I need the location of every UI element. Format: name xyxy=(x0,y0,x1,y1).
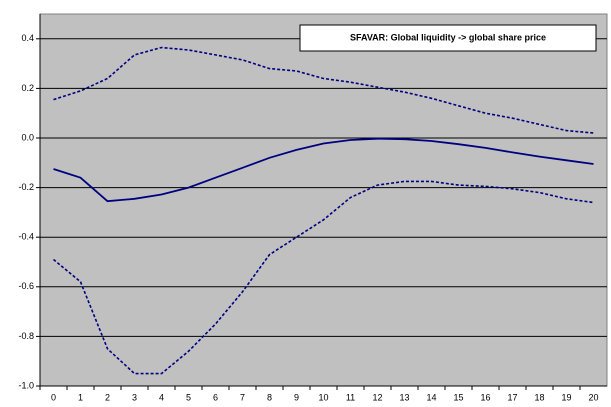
y-tick-label: 0.0 xyxy=(21,132,34,142)
x-tick-label: 15 xyxy=(453,392,463,402)
x-tick-label: 17 xyxy=(507,392,517,402)
y-tick-label: -0.4 xyxy=(18,232,34,242)
x-tick-label: 8 xyxy=(267,392,272,402)
y-tick-label: -0.6 xyxy=(18,281,34,291)
chart-title: SFAVAR: Global liquidity -> global share… xyxy=(350,32,546,42)
y-tick-label: 0.4 xyxy=(21,33,34,43)
x-tick-label: 4 xyxy=(159,392,164,402)
x-tick-label: 10 xyxy=(318,392,328,402)
y-tick-label: -0.8 xyxy=(18,331,34,341)
plot-area xyxy=(39,13,608,387)
x-tick-label: 3 xyxy=(132,392,137,402)
x-tick-label: 11 xyxy=(346,392,355,402)
y-tick-label: -1.0 xyxy=(18,380,34,390)
x-tick-label: 16 xyxy=(480,392,490,402)
title-box xyxy=(299,24,597,52)
x-tick-label: 0 xyxy=(51,392,56,402)
x-tick-label: 18 xyxy=(534,392,544,402)
x-tick-label: 13 xyxy=(399,392,409,402)
x-tick-label: 7 xyxy=(240,392,245,402)
x-tick-label: 9 xyxy=(294,392,299,402)
x-tick-label: 20 xyxy=(588,392,598,402)
x-tick-label: 1 xyxy=(78,392,83,402)
series-line xyxy=(52,180,594,375)
series-line xyxy=(53,46,594,134)
x-tick-label: 2 xyxy=(105,392,110,402)
x-tick-label: 6 xyxy=(213,392,218,402)
x-tick-label: 5 xyxy=(186,392,191,402)
series-line xyxy=(53,137,594,203)
x-tick-label: 12 xyxy=(372,392,382,402)
x-tick-label: 14 xyxy=(426,392,436,402)
y-tick-label: -0.2 xyxy=(18,182,34,192)
x-tick-label: 19 xyxy=(561,392,571,402)
y-tick-label: 0.2 xyxy=(21,83,34,93)
